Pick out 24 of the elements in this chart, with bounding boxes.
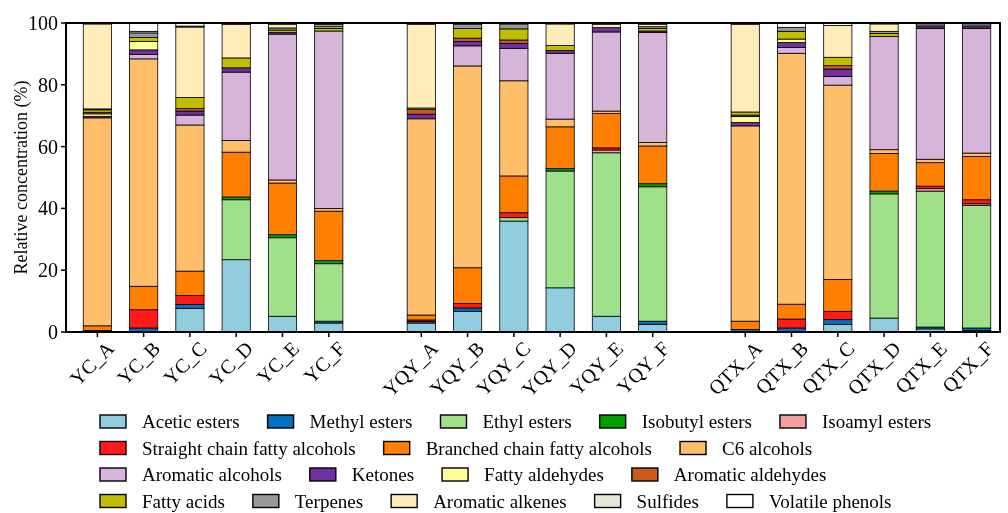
- legend-label: Branched chain fatty alcohols: [425, 437, 653, 459]
- legend-label: Fatty acids: [142, 490, 225, 512]
- legend-label: Aromatic aldehydes: [673, 464, 827, 485]
- legend-label: Methyl esters: [309, 411, 413, 432]
- legend-label: Ketones: [351, 464, 415, 485]
- legend-label: Aromatic alkenes: [433, 490, 567, 512]
- legend-label: Isobutyl esters: [641, 411, 752, 432]
- y-tick-label: 60: [38, 135, 58, 158]
- legend-label: Terpenes: [294, 490, 364, 512]
- legend-label: Acetic esters: [142, 411, 240, 432]
- legend-label: C6 alcohols: [722, 437, 813, 459]
- legend-label: Fatty aldehydes: [484, 464, 604, 485]
- y-tick-label: 20: [38, 259, 58, 282]
- legend-label: Ethyl esters: [482, 411, 572, 432]
- legend-label: Isoamyl esters: [821, 411, 932, 432]
- legend-label: Aromatic alcohols: [142, 464, 282, 485]
- legend-label: Sulfides: [636, 490, 699, 512]
- y-tick-label: 40: [38, 197, 58, 220]
- y-tick-label: 100: [28, 12, 58, 34]
- legend-label: Straight chain fatty alcohols: [142, 437, 356, 459]
- y-axis-title: Relative concentration (%): [11, 80, 32, 275]
- y-tick-label: 0: [48, 321, 58, 343]
- legend-label: Volatile phenols: [768, 490, 892, 512]
- y-tick-label: 80: [38, 73, 58, 96]
